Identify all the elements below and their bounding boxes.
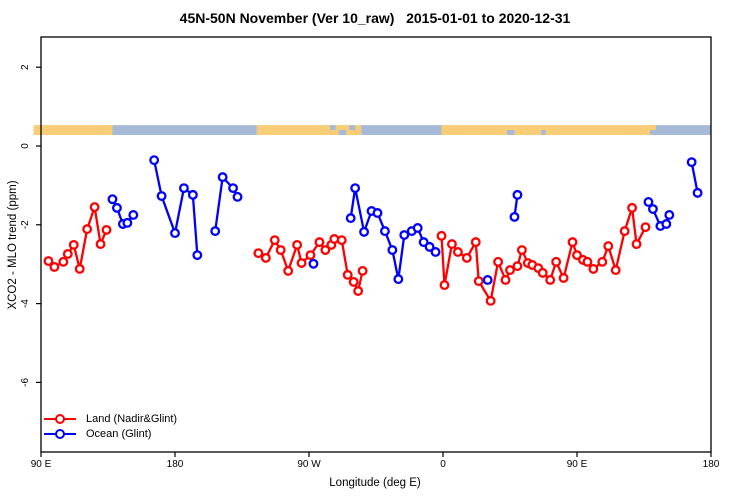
legend: Land (Nadir&Glint) Ocean (Glint)	[44, 411, 177, 441]
svg-text:180: 180	[167, 459, 184, 470]
legend-label-land: Land (Nadir&Glint)	[86, 412, 178, 425]
ocean-circle-icon	[55, 428, 65, 439]
svg-text:-2: -2	[20, 220, 31, 229]
svg-text:-4: -4	[20, 299, 31, 308]
plot-box	[40, 36, 712, 453]
legend-item-ocean: Ocean (Glint)	[44, 426, 177, 441]
svg-text:90 E: 90 E	[31, 459, 52, 470]
y-axis-ticks: 2 0 -2 -4 -6	[20, 64, 41, 387]
series-land	[43, 202, 651, 306]
legend-label-ocean: Ocean (Glint)	[86, 427, 152, 440]
svg-text:180: 180	[703, 459, 720, 470]
svg-text:90 W: 90 W	[297, 459, 321, 470]
chart-title: 45N-50N November (Ver 10_raw) 2015-01-01…	[179, 10, 571, 26]
svg-text:0: 0	[20, 143, 31, 149]
series-ocean	[107, 155, 703, 285]
land-circle-icon	[55, 413, 65, 424]
x-axis-label: Longitude (deg E)	[329, 477, 421, 489]
map-strip	[33, 125, 711, 135]
legend-item-land: Land (Nadir&Glint)	[44, 411, 177, 426]
svg-text:90 E: 90 E	[567, 459, 588, 470]
svg-text:0: 0	[440, 459, 446, 470]
svg-text:-6: -6	[20, 378, 31, 387]
svg-text:2: 2	[20, 64, 31, 70]
x-axis-ticks: 90 E 180 90 W 0 90 E 180	[31, 452, 720, 470]
legend-marker-land-icon	[44, 413, 76, 424]
y-axis-label: XCO2 - MLO trend (ppm)	[7, 180, 19, 310]
legend-marker-ocean-icon	[44, 428, 76, 439]
